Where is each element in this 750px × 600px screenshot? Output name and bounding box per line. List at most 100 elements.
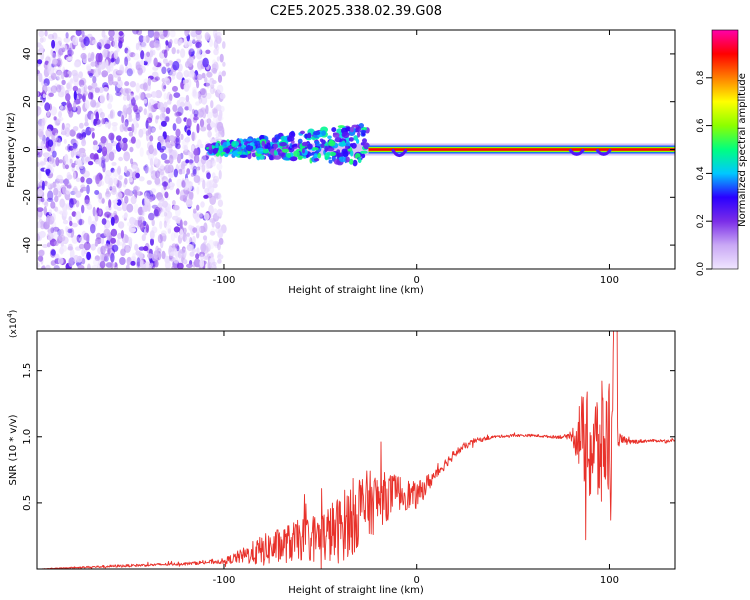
noise-blob [201, 72, 206, 79]
noise-blob [124, 234, 129, 244]
signal-blob [345, 126, 351, 132]
noise-blob [53, 231, 59, 241]
noise-blob [95, 52, 101, 63]
noise-blob [175, 116, 182, 124]
y-tick-label: 1.5 [22, 363, 33, 379]
noise-blob [43, 157, 49, 163]
signal-blob [261, 140, 266, 147]
noise-blob [118, 156, 123, 162]
noise-blob [159, 200, 164, 206]
noise-blob [176, 262, 184, 269]
colorbar-tick-label: 0.0 [696, 262, 706, 277]
noise-blob [184, 235, 191, 244]
noise-blob [137, 67, 143, 75]
noise-blob [72, 126, 79, 132]
signal-blob [208, 144, 212, 151]
noise-blob [140, 59, 145, 66]
noise-blob [169, 30, 176, 38]
noise-blob [65, 187, 71, 195]
noise-blob [110, 216, 115, 226]
noise-blob [73, 171, 76, 180]
noise-blob [100, 136, 107, 144]
noise-blob [67, 184, 73, 189]
noise-blob [54, 195, 59, 203]
noise-blob [183, 259, 188, 265]
signal-blob [320, 143, 325, 148]
spectrogram-marks [37, 30, 675, 269]
snr-series-line [37, 331, 675, 569]
noise-blob [66, 82, 71, 90]
noise-blob [83, 36, 90, 47]
noise-blob [135, 250, 141, 256]
noise-blob [172, 200, 176, 206]
noise-blob [131, 171, 138, 181]
signal-blob [313, 158, 320, 162]
noise-blob [87, 215, 92, 225]
noise-blob [95, 175, 100, 185]
noise-blob [112, 199, 118, 204]
noise-blob [182, 232, 187, 242]
noise-blob [80, 84, 85, 94]
noise-blob [107, 93, 113, 103]
noise-blob [180, 48, 186, 58]
noise-blob [81, 30, 85, 37]
noise-blob [219, 92, 226, 100]
noise-blob [53, 187, 59, 196]
signal-blob [352, 159, 358, 167]
noise-blob [75, 177, 81, 182]
y-tick-label: -40 [22, 237, 33, 253]
noise-blob [82, 93, 86, 103]
signal-blob [215, 142, 219, 149]
noise-blob [64, 154, 69, 162]
x-tick-label: 0 [414, 275, 420, 286]
noise-blob [148, 144, 154, 155]
noise-blob [213, 106, 219, 115]
noise-blob [185, 94, 190, 103]
noise-blob [139, 222, 145, 231]
noise-blob [145, 131, 150, 142]
noise-blob [64, 164, 69, 170]
noise-blob [106, 221, 111, 229]
noise-blob [43, 82, 48, 92]
noise-blob [140, 92, 146, 101]
noise-blob [147, 30, 154, 38]
noise-blob [37, 221, 41, 229]
noise-blob [61, 101, 67, 106]
noise-blob [162, 30, 168, 38]
noise-blob [118, 138, 122, 149]
noise-blob [46, 147, 51, 152]
noise-blob [122, 95, 127, 101]
noise-blob [39, 37, 44, 43]
noise-blob [131, 97, 136, 106]
noise-blob [60, 242, 64, 247]
noise-blob [189, 182, 193, 191]
noise-blob [186, 263, 193, 268]
noise-blob [217, 114, 222, 122]
signal-blob [243, 138, 247, 143]
noise-blob [99, 111, 105, 119]
noise-blob [136, 257, 141, 267]
noise-blob [96, 232, 102, 240]
noise-blob [63, 73, 69, 78]
noise-blob [77, 218, 85, 226]
signal-blob [336, 152, 345, 157]
noise-blob [200, 253, 204, 261]
noise-blob [88, 72, 93, 78]
noise-blob [71, 162, 76, 168]
noise-blob [191, 131, 195, 142]
noise-blob [133, 186, 140, 191]
noise-blob [129, 216, 136, 225]
colorbar-ticks: 0.0 0.2 0.4 0.6 0.8 [696, 70, 712, 276]
noise-blob [95, 111, 99, 122]
noise-blob [92, 144, 100, 151]
noise-blob [59, 198, 65, 208]
noise-blob [69, 129, 76, 137]
noise-blob [116, 199, 122, 206]
noise-blob [81, 204, 85, 214]
noise-blob [43, 78, 50, 87]
noise-blob [102, 87, 109, 92]
noise-blob [166, 99, 172, 105]
noise-blob [108, 30, 115, 38]
noise-blob [168, 93, 173, 102]
noise-blob [190, 225, 196, 235]
